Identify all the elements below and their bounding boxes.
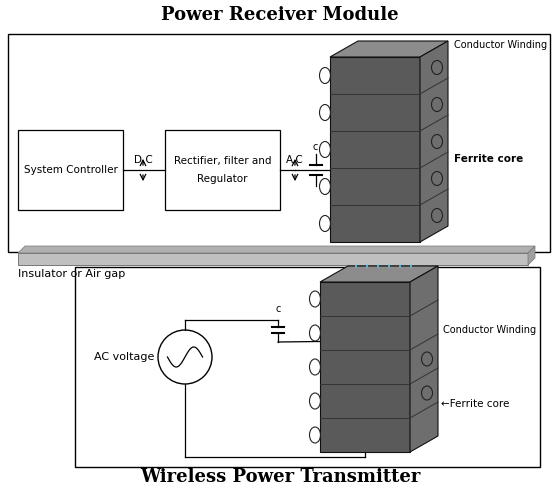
Text: A.C: A.C: [286, 155, 304, 165]
Text: Ferrite core: Ferrite core: [454, 154, 523, 164]
Bar: [18, 130, 123, 210]
Text: AC voltage: AC voltage: [94, 352, 154, 362]
Text: Conductor Winding: Conductor Winding: [454, 40, 547, 50]
Text: c: c: [276, 304, 281, 314]
Bar: [330, 57, 420, 242]
Text: System Controller: System Controller: [24, 165, 118, 175]
Text: ←Ferrite core: ←Ferrite core: [441, 400, 510, 409]
Text: Conductor Winding: Conductor Winding: [443, 325, 536, 335]
Text: Insulator or Air gap: Insulator or Air gap: [18, 269, 125, 279]
Polygon shape: [18, 246, 535, 253]
Polygon shape: [528, 246, 535, 265]
Bar: [75, 267, 540, 467]
Text: Wireless Power Transmitter: Wireless Power Transmitter: [140, 468, 420, 486]
Polygon shape: [320, 266, 438, 282]
Bar: [18, 253, 528, 265]
Polygon shape: [410, 266, 438, 452]
Text: c: c: [312, 142, 318, 152]
Text: Regulator: Regulator: [197, 174, 248, 184]
Text: Power Receiver Module: Power Receiver Module: [161, 6, 399, 24]
Bar: [165, 130, 280, 210]
Bar: [320, 282, 410, 452]
Text: Rectifier, filter and: Rectifier, filter and: [174, 156, 271, 166]
Bar: [8, 34, 550, 252]
Text: D.C: D.C: [134, 155, 152, 165]
Polygon shape: [330, 41, 448, 57]
Polygon shape: [420, 41, 448, 242]
